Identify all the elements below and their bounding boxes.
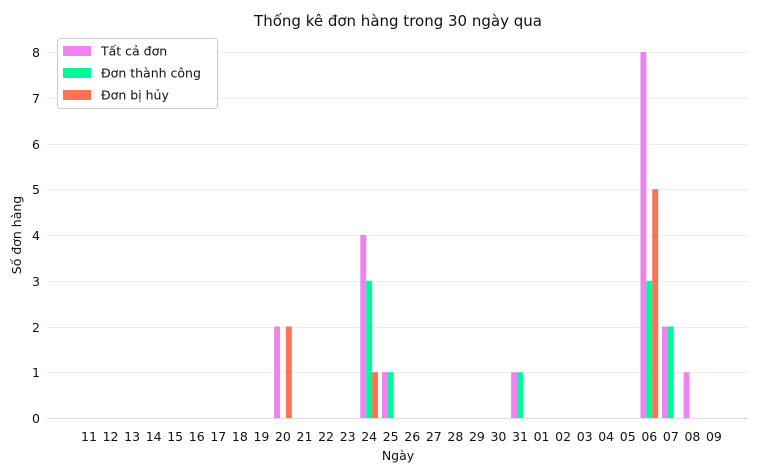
bar xyxy=(662,326,668,418)
x-tick-label: 08 xyxy=(684,429,700,444)
x-tick-label: 12 xyxy=(103,429,119,444)
legend-label: Tất cả đơn xyxy=(100,44,167,59)
chart-title: Thống kê đơn hàng trong 30 ngày qua xyxy=(253,12,542,30)
x-tick-label: 01 xyxy=(534,429,550,444)
y-tick-label: 8 xyxy=(32,45,40,60)
bar xyxy=(667,326,674,418)
x-tick-label: 31 xyxy=(512,429,528,444)
legend-box xyxy=(57,38,218,109)
x-tick-label: 18 xyxy=(232,429,248,444)
x-axis-label: Ngày xyxy=(382,448,415,463)
y-tick-label: 6 xyxy=(32,137,40,152)
x-tick-label: 05 xyxy=(620,429,636,444)
bars-group xyxy=(274,52,690,418)
x-tick-label: 02 xyxy=(555,429,571,444)
bar xyxy=(381,372,388,418)
x-tick-label: 20 xyxy=(275,429,291,444)
bar xyxy=(366,280,373,418)
bar xyxy=(372,372,378,418)
bar xyxy=(387,372,394,418)
x-tick-label: 21 xyxy=(297,429,313,444)
y-tick-label: 7 xyxy=(32,91,40,106)
x-tick-label: 09 xyxy=(706,429,722,444)
legend-swatch xyxy=(63,46,91,56)
bar xyxy=(285,326,292,418)
bar xyxy=(517,372,523,418)
x-tick-label: 30 xyxy=(490,429,506,444)
x-tick-label: 03 xyxy=(577,429,593,444)
x-tick-label: 25 xyxy=(383,429,399,444)
x-tick-label: 22 xyxy=(318,429,334,444)
legend-label: Đơn bị hủy xyxy=(101,88,169,103)
bar xyxy=(646,280,653,418)
x-tick-label: 29 xyxy=(469,429,485,444)
x-tick-label: 14 xyxy=(146,429,162,444)
bar xyxy=(274,326,280,418)
x-tick-label: 17 xyxy=(210,429,226,444)
x-tick-label: 19 xyxy=(253,429,269,444)
y-tick-label: 1 xyxy=(32,365,40,380)
bar xyxy=(511,372,518,418)
bar xyxy=(652,189,659,418)
y-tick-labels: 0 1 2 3 4 5 6 7 8 xyxy=(32,45,40,426)
x-tick-label: 13 xyxy=(124,429,140,444)
x-tick-labels: 11 12 13 14 15 16 17 18 19 20 21 22 23 24 25 26 27 28 29 30… xyxy=(81,429,722,444)
x-tick-label: 26 xyxy=(404,429,420,444)
x-tick-label: 28 xyxy=(447,429,463,444)
x-tick-label: 16 xyxy=(189,429,205,444)
x-tick-label: 04 xyxy=(598,429,614,444)
y-tick-label: 4 xyxy=(32,228,40,243)
y-axis-label: Số đơn hàng xyxy=(9,196,24,274)
x-tick-label: 24 xyxy=(361,429,377,444)
legend-swatch xyxy=(63,68,91,78)
x-tick-label: 07 xyxy=(663,429,679,444)
legend-label: Đơn thành công xyxy=(101,66,201,81)
x-tick-label: 11 xyxy=(81,429,97,444)
legend-swatch xyxy=(63,90,91,100)
y-tick-label: 0 xyxy=(32,411,40,426)
legend: Tất cả đơn Đơn thành công Đơn bị hủy xyxy=(57,38,218,109)
bar xyxy=(360,235,367,418)
x-tick-label: 27 xyxy=(426,429,442,444)
x-tick-label: 15 xyxy=(167,429,183,444)
x-tick-label: 23 xyxy=(340,429,356,444)
y-tick-label: 2 xyxy=(32,320,40,335)
y-tick-label: 3 xyxy=(32,274,40,289)
bar xyxy=(683,372,690,418)
bar xyxy=(640,52,647,418)
y-tick-label: 5 xyxy=(32,182,40,197)
x-tick-label: 06 xyxy=(641,429,657,444)
